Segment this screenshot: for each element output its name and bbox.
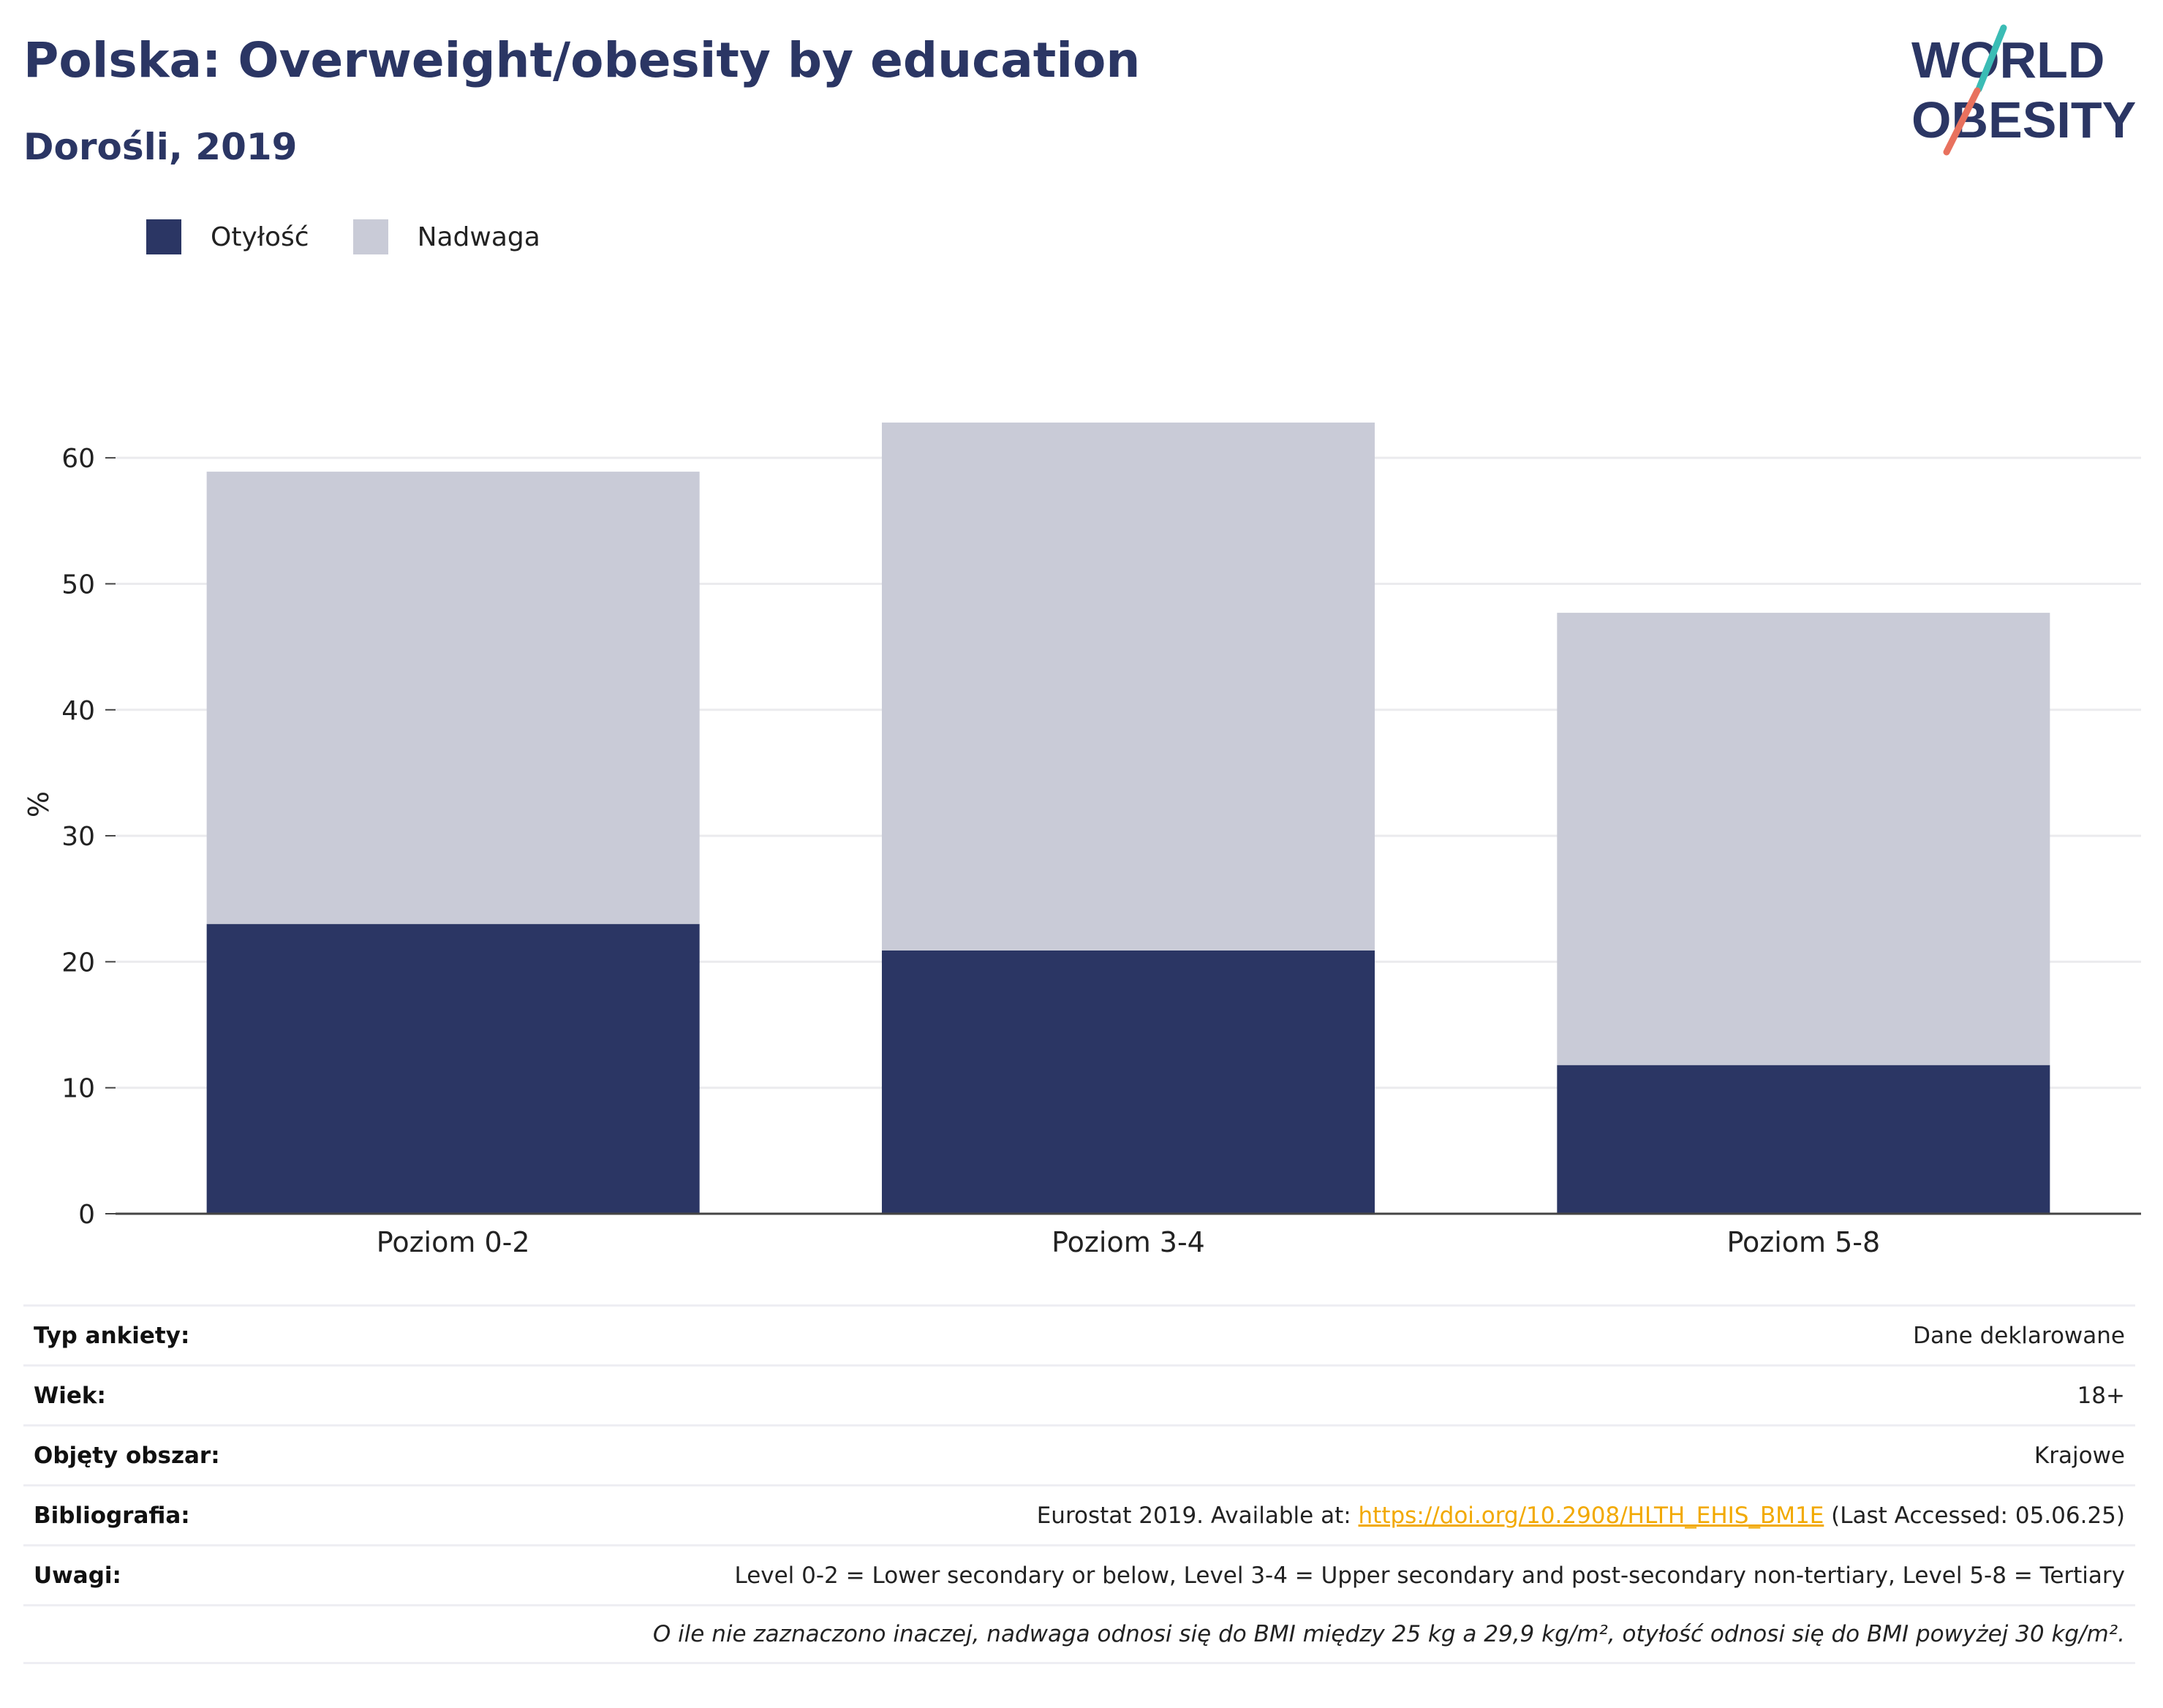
meta-value: Krajowe: [2034, 1442, 2125, 1469]
chart-title: Polska: Overweight/obesity by education: [23, 32, 1141, 88]
bar-obesity[interactable]: [1557, 1065, 2050, 1214]
meta-label: Wiek:: [34, 1382, 106, 1409]
x-tick-label: Poziom 3-4: [1052, 1226, 1205, 1258]
meta-label: Uwagi:: [34, 1562, 121, 1589]
y-tick-label: 40: [61, 696, 95, 726]
y-tick-label: 50: [61, 570, 95, 600]
meta-value: 18+: [2077, 1382, 2125, 1409]
y-tick-label: 60: [61, 444, 95, 474]
logo-slash-teal: [1975, 24, 2007, 93]
meta-row-survey-type: Typ ankiety: Dane deklarowane: [23, 1304, 2135, 1364]
x-tick-label: Poziom 0-2: [377, 1226, 530, 1258]
metadata-table: Typ ankiety: Dane deklarowane Wiek: 18+ …: [23, 1304, 2135, 1664]
meta-value: Level 0-2 = Lower secondary or below, Le…: [734, 1562, 2125, 1589]
y-tick-label: 10: [61, 1074, 95, 1104]
meta-row-notes: Uwagi: Level 0-2 = Lower secondary or be…: [23, 1544, 2135, 1604]
footnote: O ile nie zaznaczono inaczej, nadwaga od…: [652, 1621, 2125, 1647]
chart-subtitle: Dorośli, 2019: [23, 126, 298, 168]
bar-overweight[interactable]: [881, 422, 1375, 951]
meta-label: Objęty obszar:: [34, 1442, 220, 1469]
bar-obesity[interactable]: [206, 923, 700, 1214]
legend: Otyłość Nadwaga: [146, 218, 584, 256]
bars: [206, 422, 2050, 1214]
y-axis-label: %: [23, 791, 55, 817]
logo-slash-coral: [1943, 87, 1981, 156]
meta-label: Bibliografia:: [34, 1502, 190, 1529]
meta-row-coverage: Objęty obszar: Krajowe: [23, 1424, 2135, 1484]
bar-overweight[interactable]: [1557, 613, 2050, 1065]
y-tick-label: 0: [78, 1200, 95, 1230]
legend-item-obesity[interactable]: Otyłość: [146, 219, 309, 254]
x-tick-labels: Poziom 0-2 Poziom 3-4 Poziom 5-8: [377, 1226, 1880, 1258]
bibliography-link[interactable]: https://doi.org/10.2908/HLTH_EHIS_BM1E: [1358, 1502, 1824, 1529]
x-tick-label: Poziom 5-8: [1726, 1226, 1880, 1258]
bar-overweight[interactable]: [206, 472, 700, 924]
meta-row-footnote: O ile nie zaznaczono inaczej, nadwaga od…: [23, 1604, 2135, 1664]
y-tick-label: 20: [61, 948, 95, 978]
bar-obesity[interactable]: [881, 950, 1375, 1214]
bibliography-prefix: Eurostat 2019. Available at:: [1036, 1502, 1359, 1529]
legend-swatch-overweight: [352, 219, 388, 254]
meta-row-age: Wiek: 18+: [23, 1364, 2135, 1424]
legend-label-overweight: Nadwaga: [417, 222, 540, 252]
meta-value: Dane deklarowane: [1913, 1322, 2125, 1349]
legend-swatch-obesity: [146, 219, 181, 254]
meta-label: Typ ankiety:: [34, 1322, 190, 1349]
logo-line2: OBESITY: [1911, 91, 2136, 148]
legend-item-overweight[interactable]: Nadwaga: [352, 219, 540, 254]
meta-value: Eurostat 2019. Available at: https://doi…: [1037, 1503, 2125, 1529]
logo-line1: WORLD: [1911, 31, 2105, 88]
y-tick-label: 30: [61, 822, 95, 852]
meta-row-bibliography: Bibliografia: Eurostat 2019. Available a…: [23, 1484, 2135, 1544]
y-tick-labels: 0 10 20 30 40 50 60: [61, 444, 116, 1230]
bibliography-suffix: (Last Accessed: 05.06.25): [1824, 1502, 2125, 1529]
world-obesity-logo: WORLD OBESITY: [1911, 24, 2136, 156]
legend-label-obesity: Otyłość: [211, 222, 309, 252]
